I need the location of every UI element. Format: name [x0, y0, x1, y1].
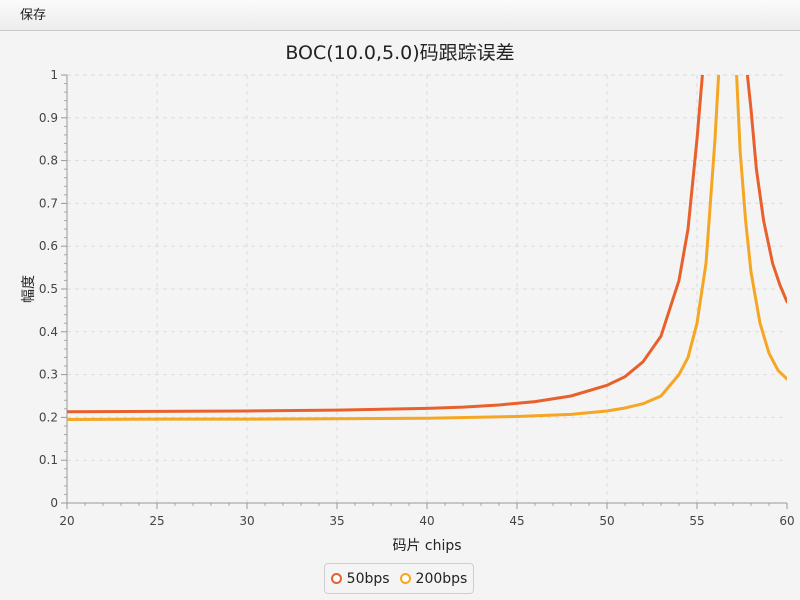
- legend-swatch-2: [399, 573, 411, 584]
- legend: 50bps 200bps: [324, 563, 474, 594]
- series-line-2-part-1: [67, 75, 721, 421]
- y-tick-label: 0.8: [39, 154, 58, 168]
- chart-title: BOC(10.0,5.0)码跟踪误差: [285, 42, 514, 64]
- y-tick-label: 0.4: [39, 325, 58, 339]
- series-line-1-part-1: [67, 75, 704, 414]
- x-tick-label: 30: [239, 514, 254, 528]
- y-tick-label: 0.7: [39, 196, 58, 210]
- y-tick-label: 1: [50, 68, 58, 82]
- y-tick-label: 0.6: [39, 239, 58, 253]
- y-tick-label: 0.9: [39, 111, 58, 125]
- x-tick-label: 25: [149, 514, 164, 528]
- x-tick-label: 60: [779, 514, 794, 528]
- x-tick-label: 40: [419, 514, 434, 528]
- series-line-1-part-2: [745, 75, 787, 304]
- chart: BOC(10.0,5.0)码跟踪误差 20 25 30 35 40 45 50 55 60 0 0.…: [21, 42, 795, 554]
- y-axis-title: 幅度: [21, 275, 37, 303]
- legend-swatch-1: [330, 573, 342, 584]
- legend-item-2: 200bps: [399, 570, 468, 587]
- menu-bar: 保存: [0, 0, 800, 31]
- y-tick-label: 0.5: [39, 282, 58, 296]
- legend-label-1: 50bps: [346, 570, 390, 587]
- x-axis-title: 码片 chips: [392, 538, 461, 554]
- x-tick-label: 20: [59, 514, 74, 528]
- x-tick-label: 35: [329, 514, 344, 528]
- x-tick-label: 45: [509, 514, 524, 528]
- y-tick-label: 0.3: [39, 368, 58, 382]
- grid: [67, 74, 787, 503]
- series-line-2-part-2: [735, 75, 787, 381]
- legend-item-1: 50bps: [330, 570, 390, 587]
- y-tick-label: 0: [50, 496, 58, 510]
- legend-label-2: 200bps: [415, 570, 468, 587]
- axes: 20 25 30 35 40 45 50 55 60 0 0.1 0.2 0.3 0.4 0.5 0.6 0.7…: [39, 68, 795, 528]
- series-layer: [67, 75, 787, 421]
- y-tick-label: 0.1: [39, 453, 58, 467]
- y-tick-label: 0.2: [39, 410, 58, 424]
- x-tick-label: 50: [599, 514, 614, 528]
- x-tick-label: 55: [689, 514, 704, 528]
- save-menu[interactable]: 保存: [20, 8, 47, 23]
